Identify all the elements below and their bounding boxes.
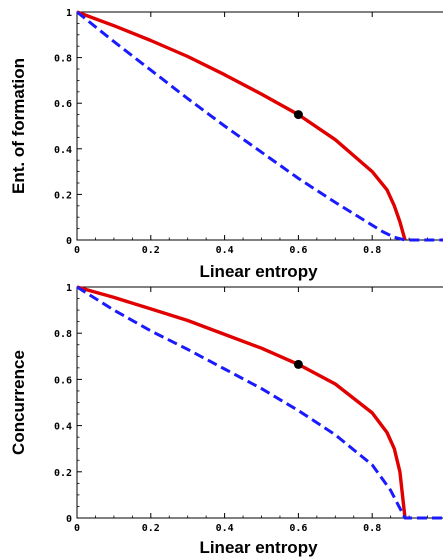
x-tick-label: 0.6: [289, 523, 307, 534]
y-tick-label: 0.6: [54, 375, 72, 386]
series-dashed-line: [76, 10, 443, 242]
x-tick-label: 0.2: [142, 523, 160, 534]
x-axis-label: Linear entropy: [199, 538, 318, 557]
y-tick-label: 1: [66, 8, 72, 19]
highlight-point: [293, 110, 303, 120]
y-tick-label: 1: [66, 283, 72, 294]
y-tick-label: 0: [66, 514, 72, 525]
x-tick-label: 0: [74, 245, 80, 256]
y-tick-label: 0.8: [54, 329, 72, 340]
y-axis-label: Concurrence: [9, 350, 28, 455]
x-tick-label: 0: [74, 523, 80, 534]
x-tick-label: 0.2: [142, 245, 160, 256]
y-tick-label: 0.2: [54, 190, 72, 201]
series-solid-line: [76, 285, 407, 519]
y-tick-label: 0.8: [54, 54, 72, 65]
y-axis-label: Ent. of formation: [9, 58, 28, 194]
x-tick-label: 0.8: [363, 245, 381, 256]
y-tick-label: 0: [66, 236, 72, 247]
highlight-point: [293, 359, 303, 369]
series-dashed-line: [76, 285, 443, 520]
x-tick-label: 0.8: [363, 523, 381, 534]
x-tick-label: 0.4: [216, 245, 234, 256]
y-tick-label: 0.4: [54, 145, 72, 156]
x-tick-label: 0.6: [289, 245, 307, 256]
x-axis-label: Linear entropy: [199, 262, 318, 281]
x-tick-label: 0.4: [216, 523, 234, 534]
y-tick-label: 0.4: [54, 422, 72, 433]
y-tick-label: 0.2: [54, 468, 72, 479]
y-tick-label: 0.6: [54, 99, 72, 110]
plot-frame: [76, 11, 443, 241]
series-solid-line: [76, 10, 407, 241]
